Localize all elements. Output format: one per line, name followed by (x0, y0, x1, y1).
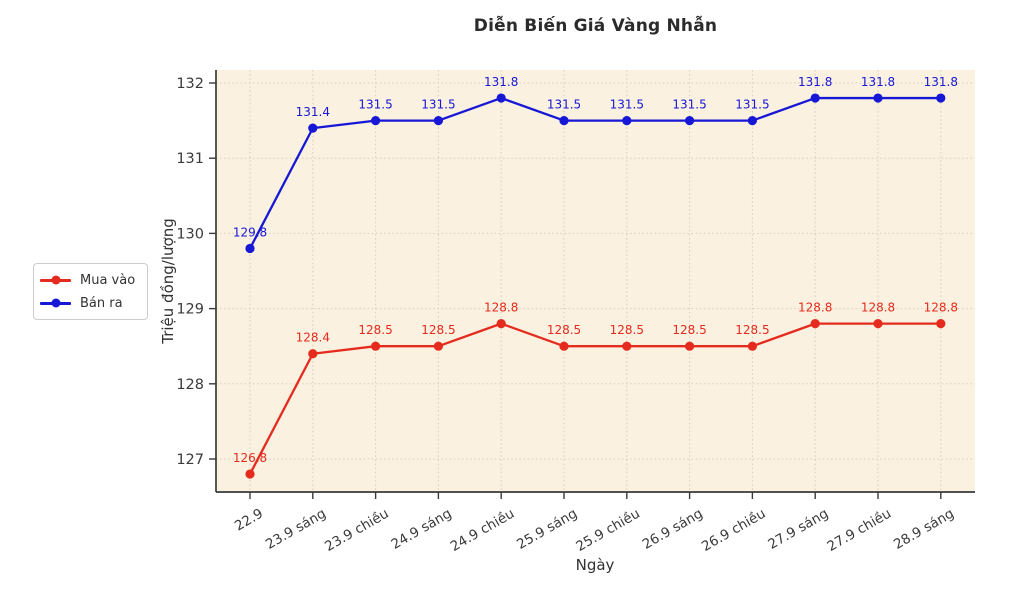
data-point (308, 123, 318, 133)
data-point-label: 129.8 (233, 225, 267, 239)
data-point (873, 93, 883, 103)
x-tick-label: 23.9 chiều (322, 505, 392, 555)
data-point (245, 243, 255, 254)
data-point (433, 116, 443, 126)
legend-item-ban-ra: Bán ra (40, 294, 135, 312)
y-tick-label: 131 (176, 151, 204, 167)
data-point-label: 128.5 (610, 323, 644, 337)
x-tick-label: 24.9 sáng (389, 506, 455, 553)
data-point-label: 131.5 (610, 98, 644, 112)
data-point (496, 319, 506, 329)
data-point (936, 93, 946, 103)
series-line-mua-vao (248, 322, 942, 476)
data-point (685, 341, 695, 351)
x-axis-label: Ngày (575, 556, 615, 574)
data-point-label: 128.5 (421, 323, 455, 337)
legend-item-mua-vao: Mua vào (40, 271, 135, 289)
data-point (371, 341, 381, 351)
data-point (810, 93, 820, 103)
legend-label: Bán ra (80, 295, 123, 311)
data-point-label: 131.8 (924, 75, 958, 89)
legend: Mua vào Bán ra (33, 263, 149, 320)
data-point-label: 131.8 (484, 75, 518, 89)
data-point (685, 116, 695, 126)
legend-line-marker-blue (40, 298, 71, 309)
data-point (810, 319, 820, 329)
data-point-label: 128.8 (924, 301, 958, 315)
y-tick-label: 129 (176, 302, 204, 318)
data-point (371, 116, 381, 126)
data-point (873, 319, 883, 329)
x-tick-label: 27.9 sáng (765, 506, 831, 553)
data-point-label: 128.8 (798, 301, 832, 315)
y-tick-label: 130 (176, 226, 204, 242)
y-axis-label: Triệu đồng/lượng (159, 218, 177, 344)
data-point-label: 128.8 (861, 301, 895, 315)
x-tick-label: 26.9 chiều (698, 505, 768, 555)
data-point-label: 128.5 (735, 323, 769, 337)
data-point-label: 128.4 (296, 331, 330, 345)
data-point (245, 469, 255, 479)
chart-title: Diễn Biến Giá Vàng Nhẫn (473, 16, 718, 36)
x-tick-label: 22.9 (232, 506, 266, 535)
data-point-label: 128.5 (672, 323, 706, 337)
data-point (559, 341, 569, 351)
y-tick-label: 132 (176, 76, 204, 92)
x-tick-label: 24.9 chiều (447, 505, 517, 555)
series-line-ban-ra (248, 96, 942, 250)
x-tick-label: 26.9 sáng (640, 506, 706, 553)
data-point (308, 349, 318, 359)
plot-background (216, 70, 975, 492)
data-point (936, 319, 946, 329)
data-point (496, 93, 506, 103)
x-tick-label: 25.9 chiều (573, 505, 643, 555)
data-point-label: 128.5 (547, 323, 581, 337)
data-point-label: 131.5 (672, 98, 706, 112)
y-tick-label: 127 (176, 452, 204, 468)
data-point-label: 131.5 (421, 98, 455, 112)
legend-line-marker-red (40, 275, 71, 286)
data-point-label: 131.5 (547, 98, 581, 112)
x-tick-label: 23.9 sáng (263, 506, 329, 553)
data-point-label: 131.5 (358, 98, 392, 112)
data-point-label: 131.8 (798, 75, 832, 89)
x-tick-label: 25.9 sáng (514, 506, 580, 553)
data-point-label: 128.8 (484, 301, 518, 315)
x-tick-label: 27.9 chiều (824, 505, 894, 555)
data-point-label: 126.8 (233, 451, 267, 465)
x-tick-label: 28.9 sáng (891, 506, 957, 553)
data-point-label: 128.5 (358, 323, 392, 337)
data-point (622, 341, 632, 351)
data-point (747, 116, 758, 126)
legend-label: Mua vào (80, 272, 136, 288)
data-point-label: 131.4 (296, 105, 330, 119)
data-point-label: 131.5 (735, 98, 769, 112)
data-point (433, 341, 443, 351)
data-point (559, 116, 569, 126)
data-point (747, 341, 758, 351)
y-tick-label: 128 (176, 377, 204, 393)
data-point-label: 131.8 (861, 75, 895, 89)
data-point (622, 116, 632, 126)
